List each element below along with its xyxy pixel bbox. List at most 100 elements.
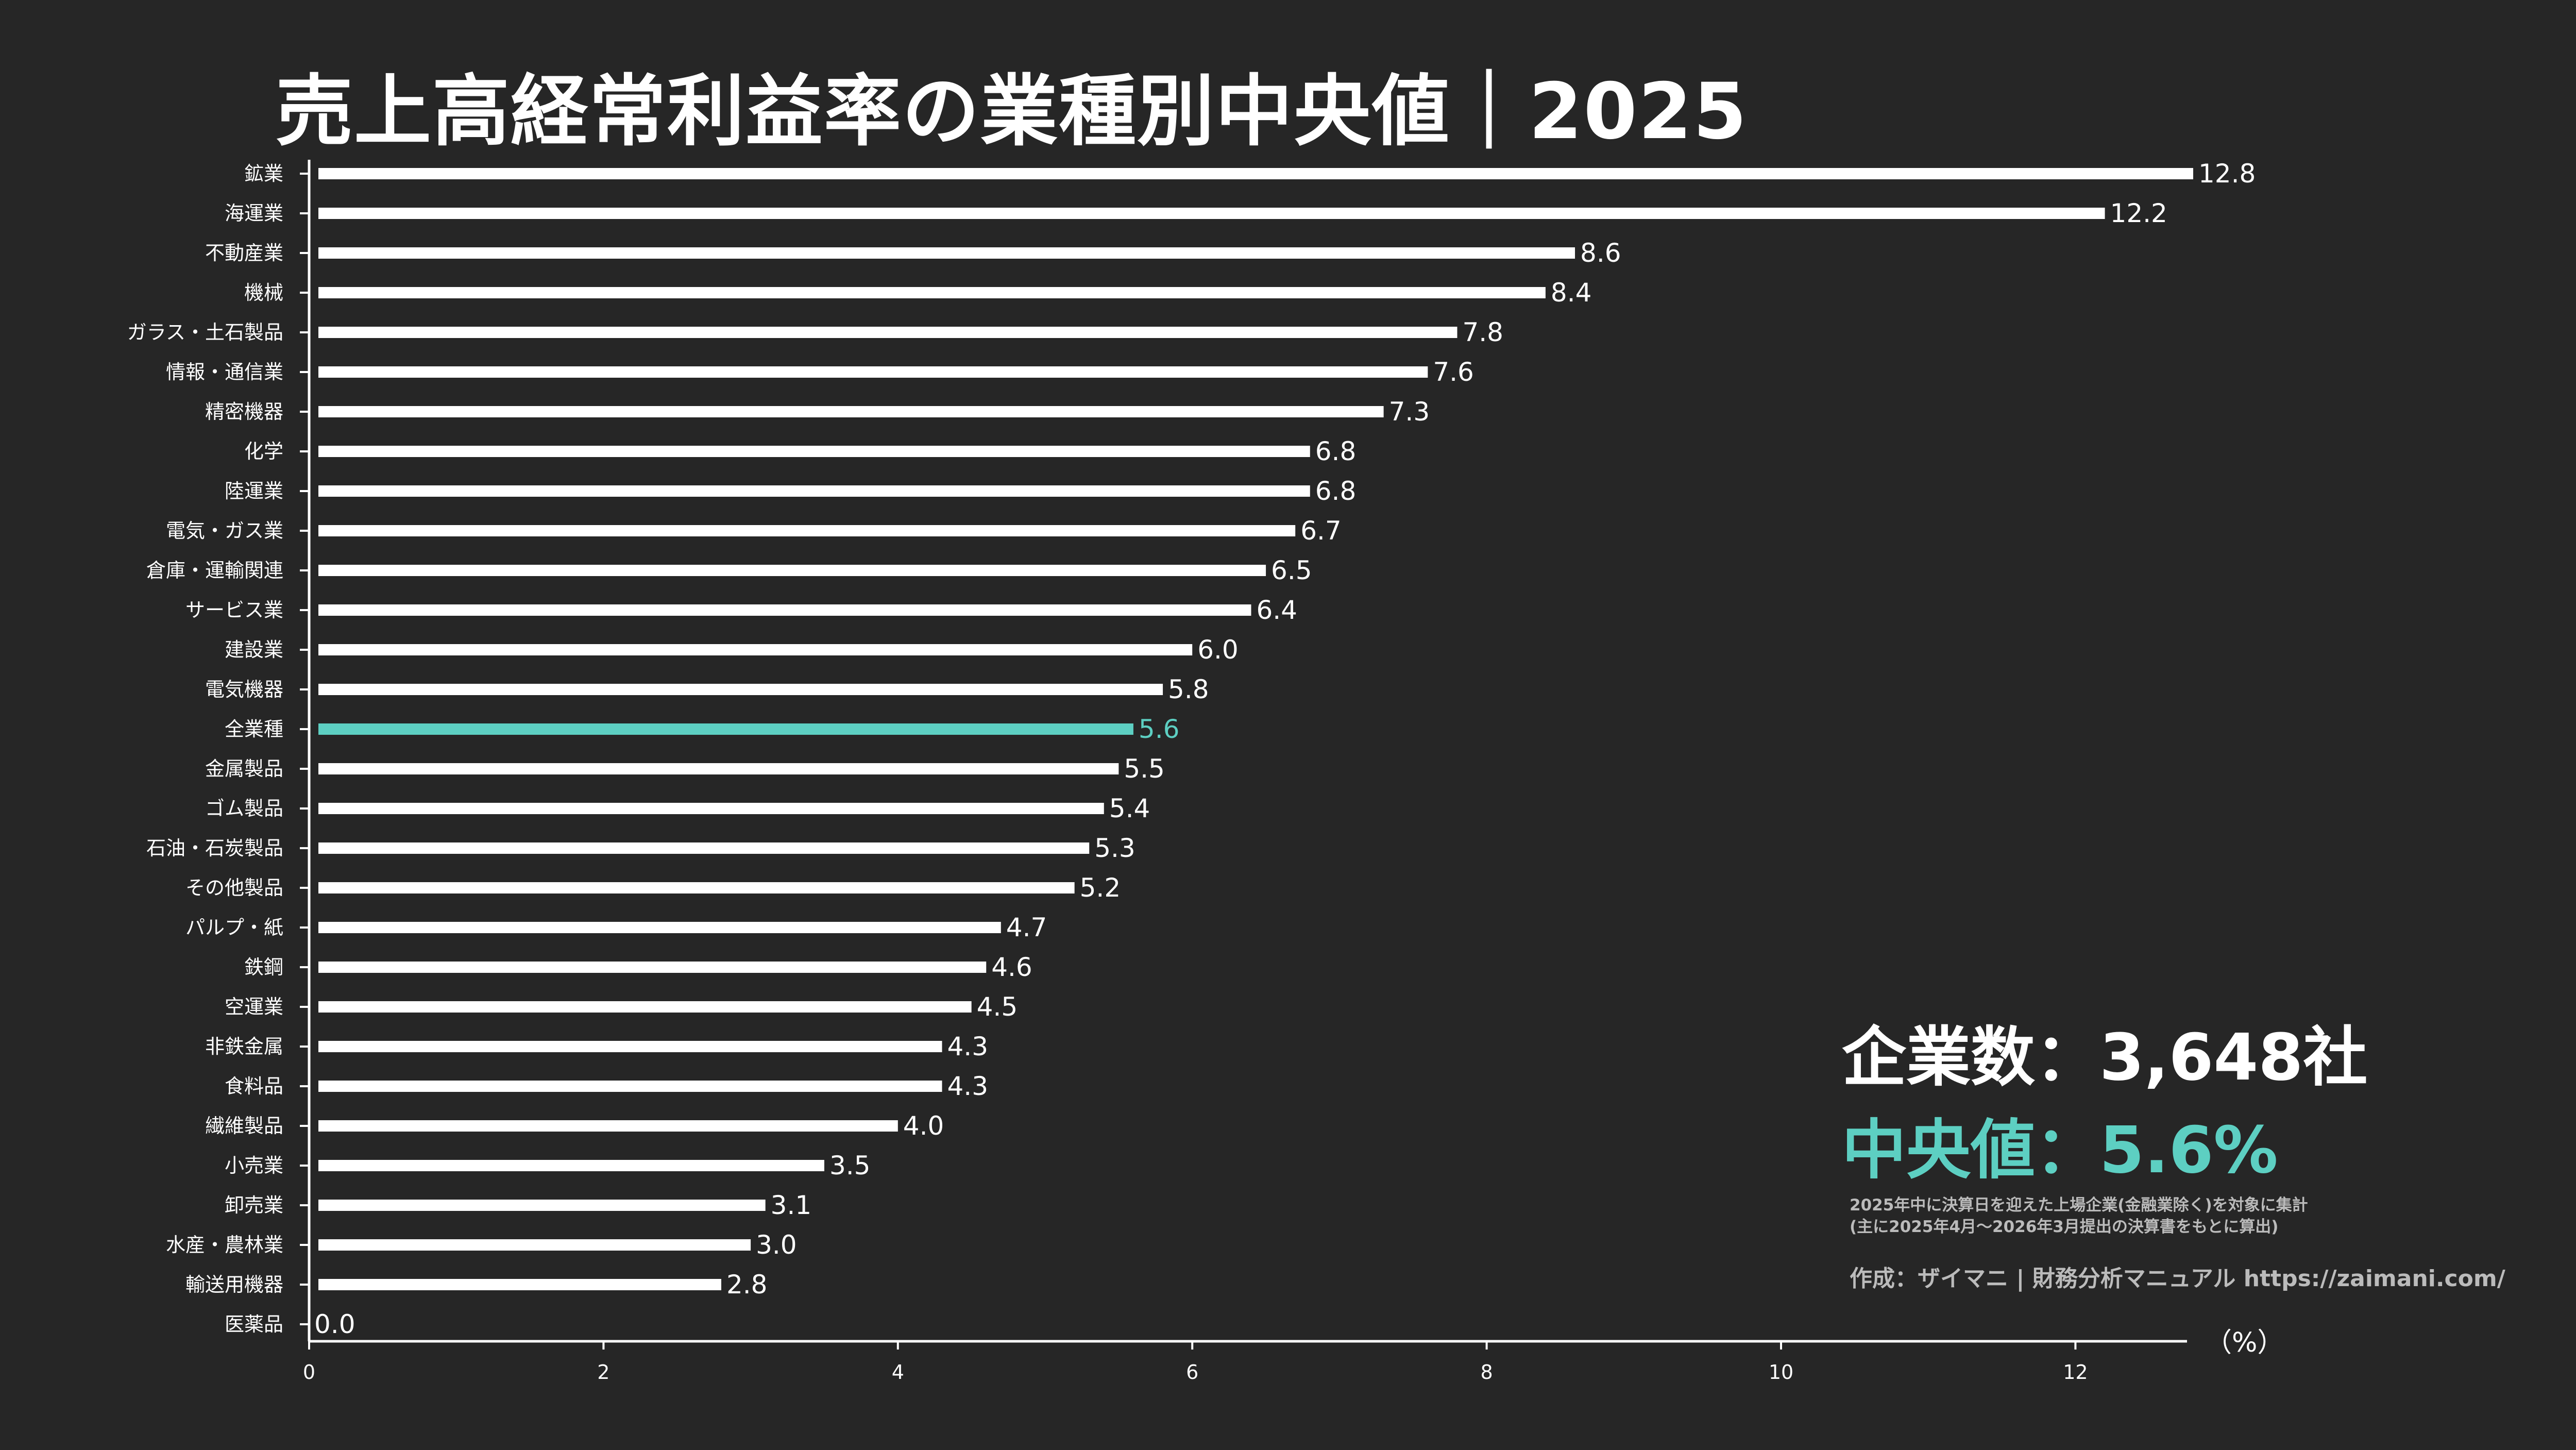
- bar-21: [318, 962, 987, 973]
- bar-8: [318, 446, 1310, 457]
- bar-25: [318, 1120, 898, 1132]
- category-label-30: 医薬品: [225, 1313, 283, 1336]
- category-label-27: 卸売業: [225, 1194, 283, 1217]
- category-labels-group: 鉱業海運業不動産業機械ガラス・土石製品情報・通信業精密機器化学陸運業電気・ガス業…: [127, 162, 309, 1336]
- axes-group: [308, 160, 2187, 1343]
- bar-19: [318, 882, 1075, 893]
- category-label-14: 電気機器: [205, 678, 283, 701]
- bar-4: [318, 287, 1546, 298]
- category-label-9: 陸運業: [225, 480, 283, 502]
- category-label-18: 石油・石炭製品: [146, 837, 283, 859]
- bar-9: [318, 485, 1310, 497]
- value-label-6: 7.6: [1433, 357, 1474, 387]
- category-label-26: 小売業: [225, 1154, 283, 1177]
- x-tick-label-6: 6: [1186, 1361, 1198, 1384]
- value-label-29: 2.8: [726, 1270, 768, 1300]
- value-label-21: 4.6: [991, 952, 1032, 982]
- x-unit-label: （%）: [2205, 1327, 2284, 1358]
- value-label-22: 4.5: [977, 992, 1018, 1022]
- category-label-12: サービス業: [185, 599, 283, 621]
- value-label-9: 6.8: [1315, 476, 1357, 506]
- value-label-19: 5.2: [1080, 873, 1121, 903]
- bar-27: [318, 1200, 766, 1211]
- category-label-28: 水産・農林業: [166, 1234, 283, 1256]
- value-label-10: 6.7: [1300, 516, 1342, 546]
- category-label-19: その他製品: [185, 876, 283, 899]
- bar-5: [318, 327, 1458, 338]
- value-label-24: 4.3: [947, 1071, 989, 1101]
- bar-28: [318, 1239, 751, 1251]
- bar-2: [318, 208, 2105, 219]
- category-label-5: ガラス・土石製品: [127, 321, 283, 344]
- bar-12: [318, 604, 1251, 616]
- category-label-2: 海運業: [225, 202, 283, 225]
- category-label-15: 全業種: [225, 718, 283, 740]
- value-label-27: 3.1: [771, 1190, 812, 1220]
- bar-14: [318, 684, 1163, 695]
- x-tick-label-10: 10: [1769, 1361, 1793, 1384]
- value-label-16: 5.5: [1124, 754, 1165, 784]
- category-label-1: 鉱業: [244, 162, 283, 185]
- value-label-15: 5.6: [1139, 714, 1180, 744]
- category-label-6: 情報・通信業: [166, 361, 283, 383]
- value-label-8: 6.8: [1315, 436, 1357, 466]
- x-tick-label-8: 8: [1481, 1361, 1493, 1384]
- value-label-17: 5.4: [1109, 794, 1150, 823]
- value-label-14: 5.8: [1168, 675, 1209, 704]
- bar-24: [318, 1081, 942, 1092]
- category-label-25: 繊維製品: [205, 1115, 283, 1137]
- category-label-23: 非鉄金属: [205, 1035, 283, 1058]
- bar-11: [318, 565, 1266, 576]
- category-label-8: 化学: [244, 440, 283, 463]
- category-label-20: パルプ・紙: [185, 916, 283, 939]
- bar-10: [318, 525, 1296, 536]
- note-scope: 2025年中に決算日を迎えた上場企業(金融業除く)を対象に集計: [1850, 1196, 2308, 1215]
- value-label-20: 4.7: [1006, 913, 1047, 942]
- bar-17: [318, 803, 1104, 814]
- bar-7: [318, 406, 1384, 417]
- credit-text: 作成：ザイマニ | 財務分析マニュアル https://zaimani.com/: [1850, 1266, 2505, 1292]
- category-label-11: 倉庫・運輸関連: [146, 559, 283, 582]
- bar-23: [318, 1041, 942, 1052]
- bar-22: [318, 1001, 972, 1013]
- value-label-30: 0.0: [314, 1309, 355, 1339]
- value-label-25: 4.0: [903, 1111, 944, 1141]
- value-label-4: 8.4: [1551, 278, 1592, 308]
- x-ticks-group: 0 2 4 6 8 10 12: [303, 1341, 2088, 1384]
- bar-3: [318, 247, 1575, 259]
- value-label-28: 3.0: [756, 1230, 797, 1260]
- category-label-21: 鉄鋼: [244, 956, 283, 979]
- value-label-18: 5.3: [1094, 833, 1136, 863]
- value-label-26: 3.5: [829, 1151, 871, 1181]
- x-tick-label-0: 0: [303, 1361, 315, 1384]
- bars-group: [318, 168, 2193, 1290]
- value-label-7: 7.3: [1389, 397, 1430, 427]
- category-label-10: 電気・ガス業: [166, 519, 283, 542]
- value-labels-group: 12.8 12.2 8.6 8.4 7.8 7.67.3 6.8 6.8 6.7 6.5 6.4 6.…: [314, 159, 2256, 1339]
- value-label-3: 8.6: [1580, 238, 1621, 268]
- chart-title: 売上高経常利益率の業種別中央値｜2025: [276, 67, 1748, 157]
- bar-26: [318, 1160, 824, 1171]
- median-stat: 中央値：5.6%: [1842, 1113, 2278, 1188]
- value-label-11: 6.5: [1271, 555, 1312, 585]
- bar-15: [318, 723, 1133, 735]
- x-tick-label-12: 12: [2063, 1361, 2088, 1384]
- bar-20: [318, 922, 1001, 933]
- value-label-2: 12.2: [2110, 198, 2167, 228]
- value-label-5: 7.8: [1462, 317, 1503, 347]
- x-tick-label-4: 4: [892, 1361, 904, 1384]
- bar-13: [318, 644, 1193, 655]
- category-label-29: 輸送用機器: [185, 1273, 283, 1296]
- value-label-13: 6.0: [1197, 635, 1239, 665]
- bar-6: [318, 366, 1428, 378]
- note-period: (主に2025年4月～2026年3月提出の決算書をもとに算出): [1850, 1218, 2279, 1236]
- bar-29: [318, 1279, 721, 1290]
- category-label-17: ゴム製品: [205, 797, 283, 820]
- category-label-16: 金属製品: [205, 757, 283, 780]
- category-label-22: 空運業: [225, 996, 283, 1018]
- bar-16: [318, 763, 1119, 774]
- category-label-13: 建設業: [225, 638, 283, 661]
- category-label-24: 食料品: [225, 1075, 283, 1098]
- category-label-4: 機械: [244, 281, 283, 304]
